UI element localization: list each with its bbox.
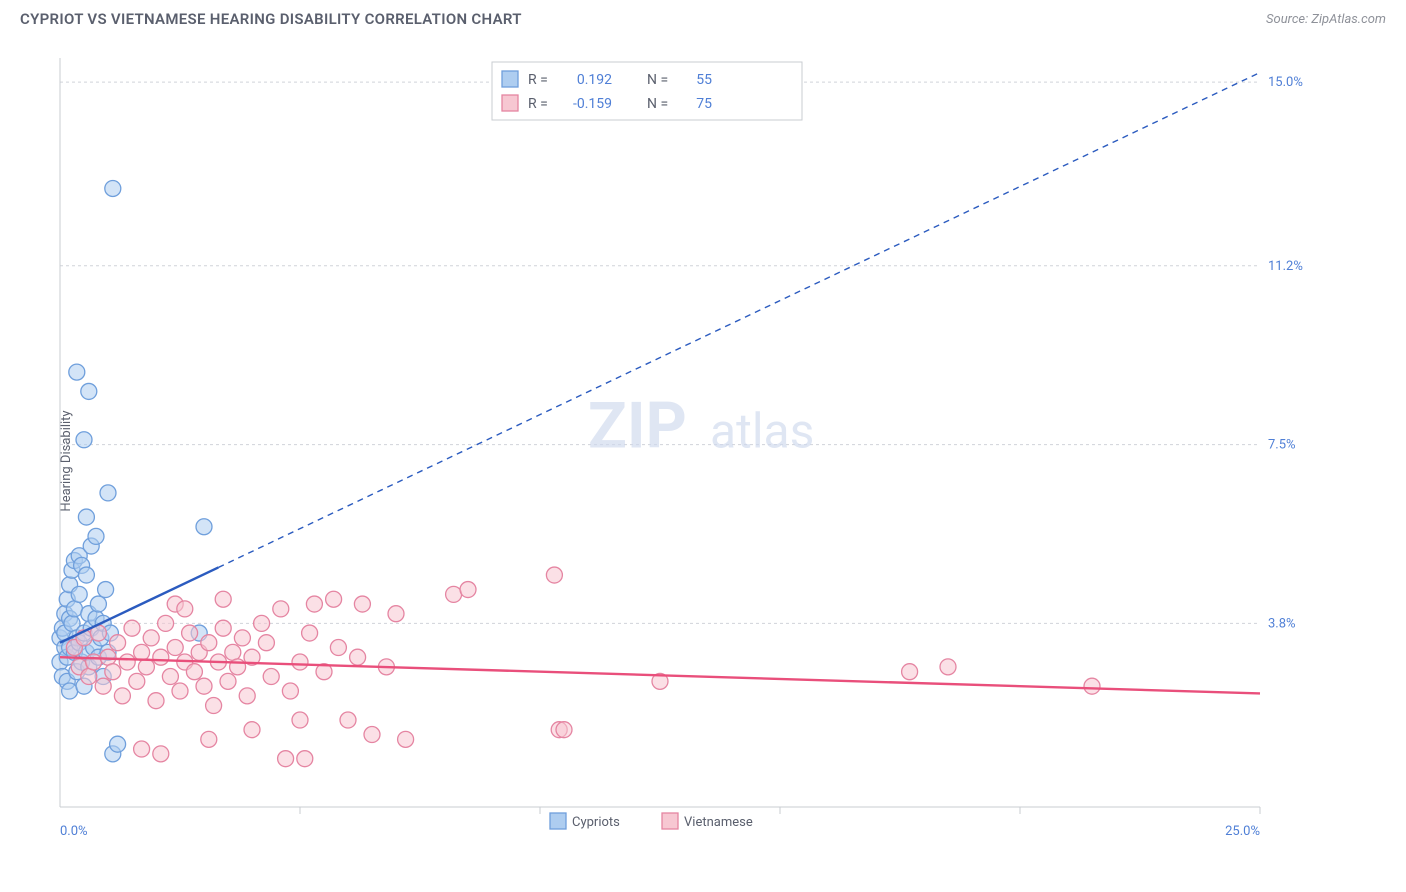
scatter-chart: 3.8% 7.5% 11.2% 15.0% 0.0% 25.0% ZIP atlas R = 0.…: [20, 40, 1320, 855]
svg-text:atlas: atlas: [710, 402, 814, 459]
svg-text:15.0%: 15.0%: [1268, 75, 1303, 90]
svg-text:0.0%: 0.0%: [60, 824, 88, 839]
chart-title: CYPRIOT VS VIETNAMESE HEARING DISABILITY…: [20, 10, 522, 28]
y-axis-label: Hearing Disability: [59, 410, 74, 511]
svg-text:55: 55: [696, 72, 712, 88]
svg-text:7.5%: 7.5%: [1268, 438, 1296, 453]
svg-text:25.0%: 25.0%: [1225, 824, 1260, 839]
svg-text:75: 75: [696, 96, 712, 112]
chart-area: Hearing Disability 3.8% 7.5% 11.2% 15.0% 0.0…: [20, 40, 1386, 882]
svg-text:R =: R =: [528, 96, 548, 112]
svg-text:0.192: 0.192: [577, 72, 612, 88]
svg-text:3.8%: 3.8%: [1268, 616, 1296, 631]
svg-text:Cypriots: Cypriots: [572, 815, 620, 830]
svg-text:Vietnamese: Vietnamese: [684, 815, 753, 830]
source-label: Source: ZipAtlas.com: [1266, 12, 1386, 27]
svg-text:N =: N =: [647, 72, 668, 88]
svg-text:N =: N =: [647, 96, 668, 112]
svg-text:R =: R =: [528, 72, 548, 88]
svg-text:-0.159: -0.159: [573, 96, 612, 112]
svg-text:11.2%: 11.2%: [1268, 259, 1303, 274]
svg-text:ZIP: ZIP: [588, 388, 687, 463]
